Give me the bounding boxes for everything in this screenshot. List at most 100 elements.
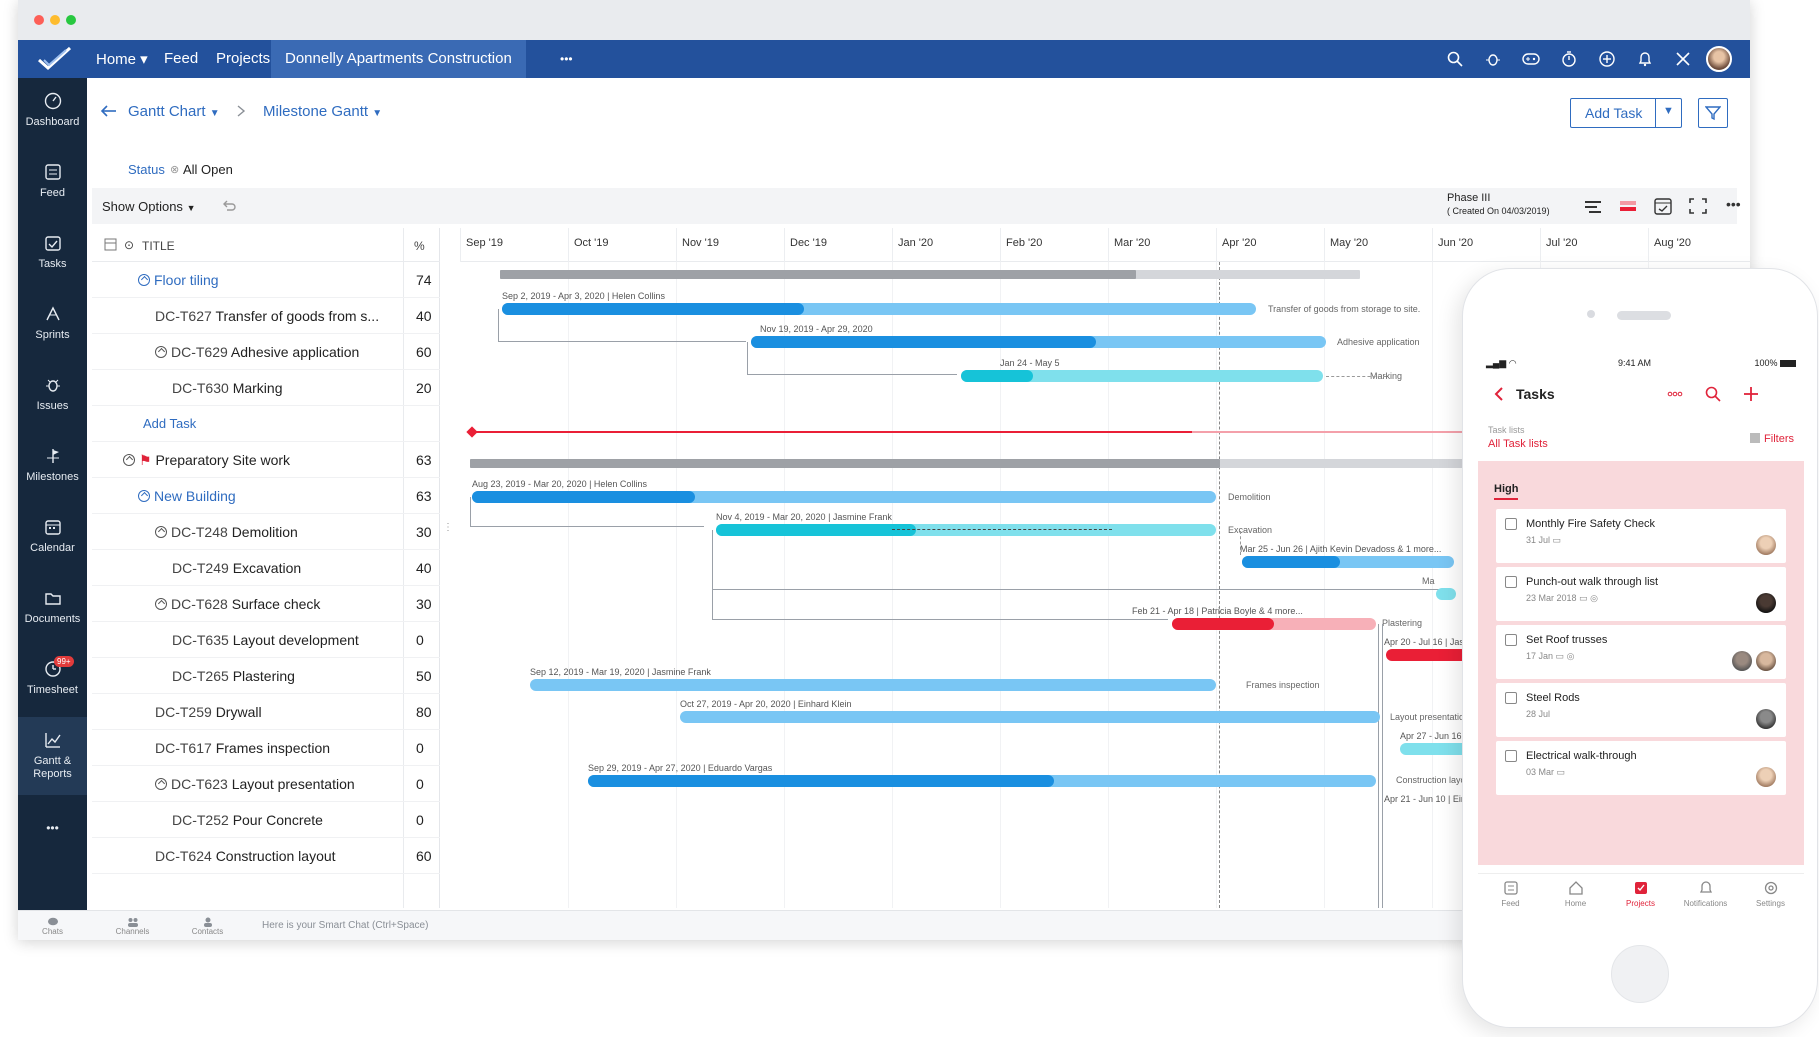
group-bar-floor-tiling[interactable]: [500, 270, 1360, 279]
table-row[interactable]: DC-T623 Layout presentation 0: [92, 766, 440, 802]
sidebar-more[interactable]: •••: [18, 808, 87, 848]
more-options-icon[interactable]: •••: [1726, 196, 1741, 212]
phone-task-card[interactable]: Electrical walk-through 03 Mar ▭: [1496, 741, 1786, 795]
nav-active-project[interactable]: Donnelly Apartments Construction: [271, 40, 526, 78]
sidebar-item-tasks[interactable]: Tasks: [18, 220, 87, 290]
sidebar-item-issues[interactable]: Issues: [18, 362, 87, 432]
show-options-dropdown[interactable]: Show Options ▼: [102, 199, 195, 214]
collapse-icon[interactable]: [138, 274, 150, 286]
task-checkbox[interactable]: [1505, 576, 1517, 588]
table-row[interactable]: DC-T252 Pour Concrete 0: [92, 802, 440, 838]
contacts-tab[interactable]: Contacts: [173, 917, 242, 936]
table-settings-icon[interactable]: [104, 238, 118, 252]
close-dot[interactable]: [34, 15, 44, 25]
table-row[interactable]: DC-T624 Construction layout 60: [92, 838, 440, 874]
nav-home[interactable]: Home ▾: [96, 50, 148, 68]
maximize-dot[interactable]: [66, 15, 76, 25]
notification-bell-icon[interactable]: [1634, 48, 1656, 70]
phone-tab-notifications[interactable]: Notifications: [1673, 880, 1738, 908]
sidebar-item-dashboard[interactable]: Dashboard: [18, 78, 87, 148]
task-bar-construction-layout[interactable]: [588, 775, 1376, 787]
phone-tab-feed[interactable]: Feed: [1478, 880, 1543, 908]
table-row[interactable]: DC-T628 Surface check 30: [92, 586, 440, 622]
breadcrumb-gantt-chart[interactable]: Gantt Chart ▼: [128, 103, 220, 120]
collapse-icon[interactable]: [155, 526, 167, 538]
phone-add-icon[interactable]: [1742, 385, 1760, 403]
phone-home-button[interactable]: [1611, 945, 1669, 1003]
smart-chat-input[interactable]: Here is your Smart Chat (Ctrl+Space): [262, 920, 428, 931]
task-checkbox[interactable]: [1505, 518, 1517, 530]
back-arrow-icon[interactable]: [100, 104, 118, 118]
sidebar-item-feed[interactable]: Feed: [18, 149, 87, 219]
task-bar-layout-presentation[interactable]: [680, 711, 1380, 723]
nav-projects[interactable]: Projects: [216, 50, 270, 67]
minimize-dot[interactable]: [50, 15, 60, 25]
channels-tab[interactable]: Channels: [98, 917, 167, 936]
sidebar-item-sprints[interactable]: Sprints: [18, 291, 87, 361]
phone-back-icon[interactable]: [1490, 385, 1508, 403]
collapse-icon[interactable]: [155, 346, 167, 358]
sidebar-item-documents[interactable]: Documents: [18, 575, 87, 645]
table-row[interactable]: DC-T265 Plastering 50: [92, 658, 440, 694]
add-task-row[interactable]: Add Task: [92, 406, 440, 442]
calendar-view-icon[interactable]: [1652, 196, 1674, 216]
add-task-dropdown-caret-icon[interactable]: ▼: [1663, 105, 1674, 117]
search-icon[interactable]: [1444, 48, 1466, 70]
table-row[interactable]: DC-T630 Marking 20: [92, 370, 440, 406]
table-row[interactable]: DC-T259 Drywall 80: [92, 694, 440, 730]
baseline-toggle-icon[interactable]: [1582, 196, 1604, 216]
filter-button[interactable]: [1698, 98, 1728, 128]
table-row[interactable]: DC-T248 Demolition 30: [92, 514, 440, 550]
bug-report-icon[interactable]: [1482, 48, 1504, 70]
tasklists-selector[interactable]: All Task lists: [1488, 438, 1548, 450]
nav-more[interactable]: •••: [560, 52, 573, 66]
milestone-diamond-icon[interactable]: [466, 426, 477, 437]
chats-tab[interactable]: Chats: [18, 917, 87, 936]
table-row[interactable]: Floor tiling 74: [92, 262, 440, 298]
add-task-button[interactable]: Add Task ▼: [1570, 98, 1682, 128]
table-row[interactable]: DC-T249 Excavation 40: [92, 550, 440, 586]
sidebar-item-milestones[interactable]: Milestones: [18, 433, 87, 503]
task-bar-plastering[interactable]: [1172, 618, 1376, 630]
phone-tab-settings[interactable]: Settings: [1738, 880, 1803, 908]
panel-resize-handle[interactable]: ⋮: [443, 522, 453, 533]
sidebar-item-calendar[interactable]: Calendar: [18, 504, 87, 574]
phone-tab-home[interactable]: Home: [1543, 880, 1608, 908]
task-checkbox[interactable]: [1505, 750, 1517, 762]
timer-icon[interactable]: [1558, 48, 1580, 70]
phone-task-card[interactable]: Set Roof trusses 17 Jan ▭ ◎: [1496, 625, 1786, 679]
phone-task-card[interactable]: Steel Rods 28 Jul: [1496, 683, 1786, 737]
task-bar-marking[interactable]: [961, 370, 1323, 382]
tools-icon[interactable]: [1672, 48, 1694, 70]
phone-search-icon[interactable]: [1704, 385, 1722, 403]
task-bar-layout-development[interactable]: [1436, 588, 1456, 600]
phone-more-icon[interactable]: [1666, 385, 1684, 403]
add-task-link[interactable]: Add Task: [143, 416, 196, 431]
table-row[interactable]: DC-T635 Layout development 0: [92, 622, 440, 658]
collapse-icon[interactable]: [155, 778, 167, 790]
user-avatar[interactable]: [1706, 46, 1732, 72]
table-row[interactable]: DC-T617 Frames inspection 0: [92, 730, 440, 766]
add-circle-icon[interactable]: [1596, 48, 1618, 70]
sidebar-item-gantt-reports[interactable]: Gantt & Reports: [18, 717, 87, 795]
table-row[interactable]: ⚑ Preparatory Site work 63: [92, 442, 440, 478]
phone-filters-button[interactable]: Filters: [1750, 433, 1794, 445]
task-checkbox[interactable]: [1505, 692, 1517, 704]
gamepad-icon[interactable]: [1520, 48, 1542, 70]
undo-icon[interactable]: [222, 199, 236, 213]
select-all-icon[interactable]: ⊙: [124, 238, 134, 252]
status-clear-icon[interactable]: ⊗: [170, 163, 179, 176]
status-filter-value[interactable]: All Open: [183, 162, 233, 177]
task-checkbox[interactable]: [1505, 634, 1517, 646]
breadcrumb-milestone-gantt[interactable]: Milestone Gantt ▼: [263, 103, 382, 120]
sidebar-item-timesheet[interactable]: 99+ Timesheet: [18, 646, 87, 716]
phone-task-card[interactable]: Punch-out walk through list 23 Mar 2018 ▭…: [1496, 567, 1786, 621]
phone-task-card[interactable]: Monthly Fire Safety Check 31 Jul ▭: [1496, 509, 1786, 563]
collapse-icon[interactable]: [123, 454, 135, 466]
phone-tab-projects[interactable]: Projects: [1608, 880, 1673, 908]
critical-path-icon[interactable]: [1617, 196, 1639, 216]
table-row[interactable]: DC-T627 Transfer of goods from s... 40: [92, 298, 440, 334]
fullscreen-icon[interactable]: [1687, 196, 1709, 216]
task-bar-frames-inspection[interactable]: [530, 679, 1216, 691]
collapse-icon[interactable]: [138, 490, 150, 502]
